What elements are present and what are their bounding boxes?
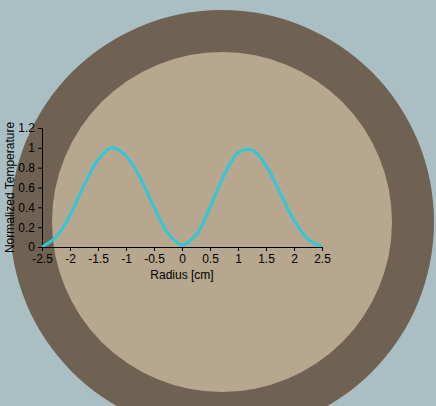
y-tick-mark	[38, 168, 42, 169]
x-tick: 0	[179, 247, 186, 266]
x-tick-label: -1	[121, 252, 132, 266]
x-tick-label: 2.5	[314, 252, 331, 266]
x-tick: -0.5	[144, 247, 165, 266]
x-tick-label: 1.5	[258, 252, 275, 266]
x-tick-label: -2	[65, 252, 76, 266]
y-tick-label: 0.6	[18, 181, 35, 195]
x-tick-label: 0	[179, 252, 186, 266]
x-tick-label: -1.5	[88, 252, 109, 266]
x-tick: -1.5	[88, 247, 109, 266]
y-tick: 1.2	[18, 121, 42, 135]
y-tick: 0.2	[18, 221, 42, 235]
x-tick: 1	[235, 247, 242, 266]
line	[42, 148, 322, 247]
x-tick-mark	[238, 247, 239, 251]
y-tick-mark	[38, 188, 42, 189]
y-tick-label: 0	[28, 240, 35, 254]
y-tick-mark	[38, 227, 42, 228]
x-tick-mark	[98, 247, 99, 251]
x-tick-mark	[322, 247, 323, 251]
x-tick-label: -2.5	[32, 252, 53, 266]
disk	[10, 10, 434, 406]
y-tick-mark	[38, 128, 42, 129]
x-tick-mark	[266, 247, 267, 251]
x-tick-label: 2	[291, 252, 298, 266]
disk-inner	[52, 52, 392, 392]
x-tick-mark	[294, 247, 295, 251]
x-tick-mark	[182, 247, 183, 251]
y-tick-mark	[38, 247, 42, 248]
y-tick: 0.6	[18, 181, 42, 195]
y-axis-line	[38, 129, 43, 248]
y-tick: 0.4	[18, 201, 42, 215]
x-tick-label: 1	[235, 252, 242, 266]
x-tick: -2	[65, 247, 76, 266]
x-axis-line	[43, 248, 323, 252]
y-tick-label: 0.8	[18, 161, 35, 175]
y-axis: 0 0.2 0.4 0.6 0.8 1 1.2	[18, 121, 42, 254]
plot-marks	[42, 148, 322, 247]
y-tick-label: 0.4	[18, 201, 35, 215]
x-tick-mark	[210, 247, 211, 251]
y-tick: 1	[28, 141, 42, 155]
x-axis-title: Radius [cm]	[150, 268, 213, 282]
x-tick: 2.5	[314, 247, 331, 266]
x-tick-label: -0.5	[144, 252, 165, 266]
chart: -2.5 -2 -1.5 -1 -0.5 0 0.5 1 1.5 2 2.5 0 0.2 0.4 0.6 0.…	[0, 0, 436, 406]
x-tick-mark	[154, 247, 155, 251]
x-tick: -2.5	[32, 247, 53, 266]
y-axis-title: Normalized Temperature	[3, 122, 17, 253]
y-tick-mark	[38, 148, 42, 149]
x-tick: -1	[121, 247, 132, 266]
x-axis: -2.5 -2 -1.5 -1 -0.5 0 0.5 1 1.5 2 2.5	[32, 247, 331, 266]
y-tick-label: 1.2	[18, 121, 35, 135]
x-tick: 0.5	[202, 247, 219, 266]
y-tick-mark	[38, 207, 42, 208]
y-tick: 0	[28, 240, 42, 254]
x-tick-mark	[70, 247, 71, 251]
x-tick-mark	[126, 247, 127, 251]
x-tick-label: 0.5	[202, 252, 219, 266]
y-tick-label: 1	[28, 141, 35, 155]
y-tick: 0.8	[18, 161, 42, 175]
x-tick: 2	[291, 247, 298, 266]
x-tick: 1.5	[258, 247, 275, 266]
y-tick-label: 0.2	[18, 221, 35, 235]
